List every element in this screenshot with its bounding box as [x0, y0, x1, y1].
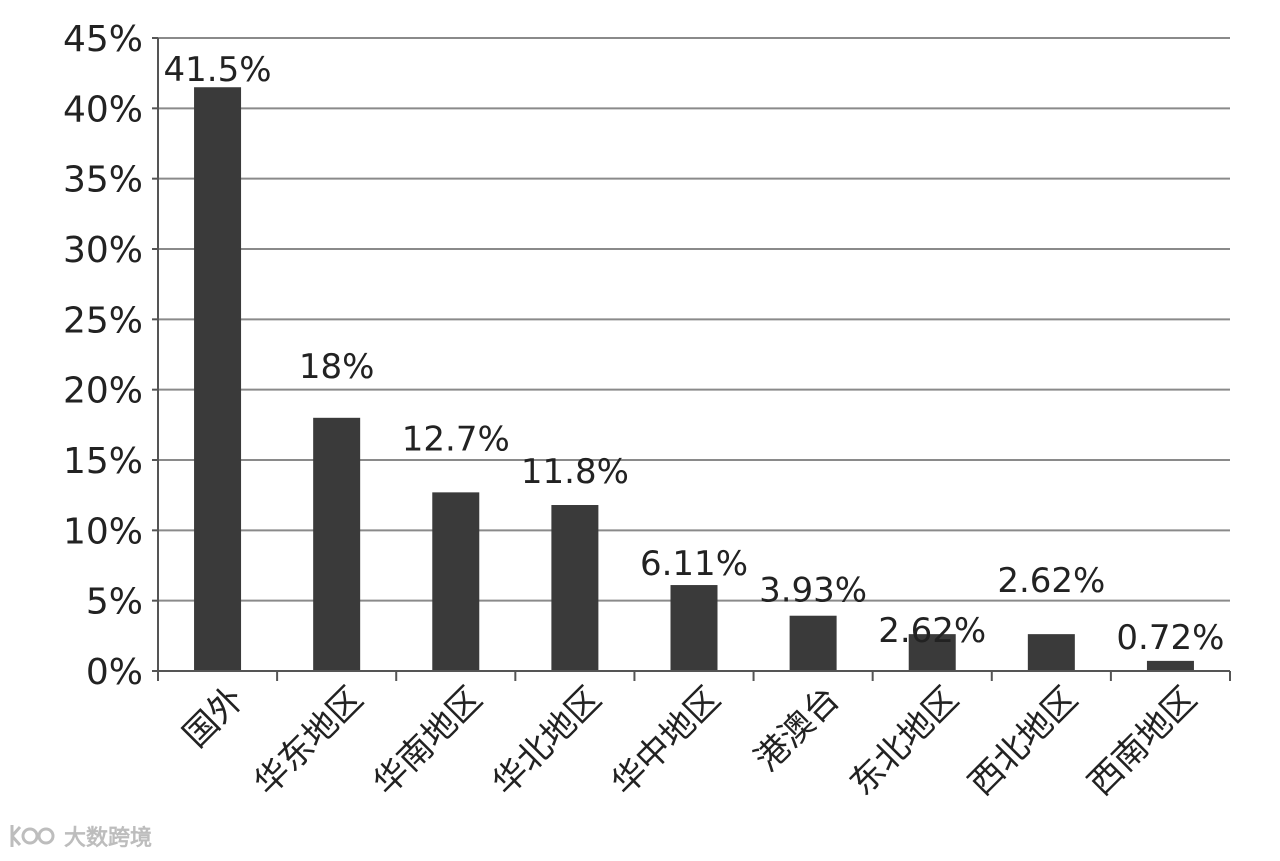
data-label: 2.62%: [878, 611, 986, 651]
x-category-label: 西北地区: [961, 679, 1085, 803]
bars: [194, 87, 1194, 671]
x-category-label: 华南地区: [366, 679, 490, 803]
watermark-text: 大数跨境: [64, 826, 153, 851]
data-label: 11.8%: [521, 452, 629, 492]
x-category-label: 华中地区: [604, 679, 728, 803]
bar: [432, 492, 480, 671]
data-label: 0.72%: [1116, 618, 1224, 658]
bar: [1027, 634, 1075, 671]
bar: [908, 634, 956, 671]
bar: [194, 87, 242, 671]
x-category-label: 东北地区: [842, 679, 966, 803]
y-tick-label: 0%: [86, 652, 143, 693]
data-label: 41.5%: [164, 50, 272, 90]
data-label: 3.93%: [759, 571, 867, 611]
y-tick-label: 5%: [86, 582, 143, 623]
bar: [670, 585, 718, 671]
data-label: 12.7%: [402, 419, 510, 459]
watermark: 大数跨境: [8, 820, 152, 852]
kwai-logo-icon: [10, 825, 55, 847]
data-label: 2.62%: [997, 561, 1105, 601]
y-tick-label: 10%: [63, 511, 143, 552]
data-label: 18%: [299, 347, 375, 387]
x-category-label: 港澳台: [747, 679, 847, 779]
y-tick-label: 30%: [63, 230, 143, 271]
axes: [152, 37, 1231, 681]
y-tick-label: 25%: [63, 300, 143, 341]
y-tick-label: 35%: [63, 160, 143, 201]
data-label: 6.11%: [640, 544, 748, 584]
y-tick-label: 15%: [63, 441, 143, 482]
y-tick-label: 45%: [63, 19, 143, 60]
x-category-label: 西南地区: [1080, 679, 1204, 803]
x-category-label: 华东地区: [247, 679, 371, 803]
y-tick-label: 20%: [63, 371, 143, 412]
x-category-label: 国外: [176, 679, 252, 755]
y-tick-label: 40%: [63, 89, 143, 130]
bar: [313, 417, 361, 671]
bar: [1146, 660, 1194, 671]
bar: [789, 615, 837, 671]
x-category-label: 华北地区: [485, 679, 609, 803]
bar: [551, 505, 599, 671]
